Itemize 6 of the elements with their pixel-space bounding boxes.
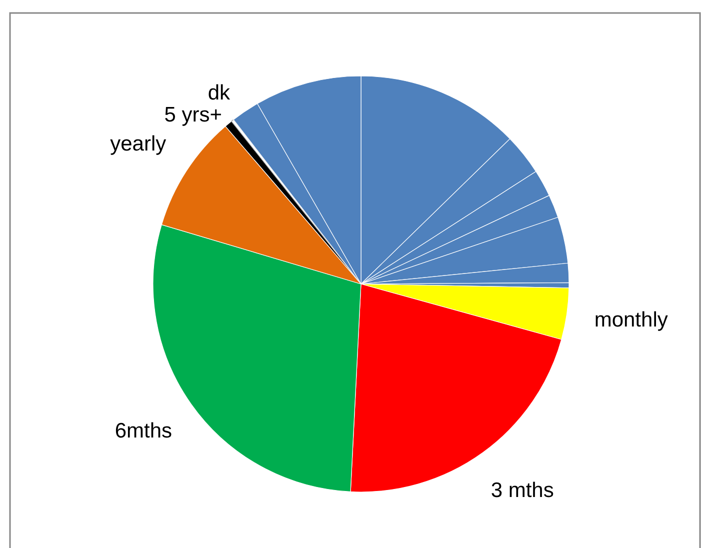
slice-label: dk [208, 82, 231, 105]
slice-label: 3 mths [490, 479, 554, 502]
slice-label: monthly [594, 308, 668, 332]
slice-label: 6mths [114, 419, 172, 442]
slice-label: yearly [110, 132, 167, 156]
slice-label: 5 yrs+ [164, 104, 222, 127]
